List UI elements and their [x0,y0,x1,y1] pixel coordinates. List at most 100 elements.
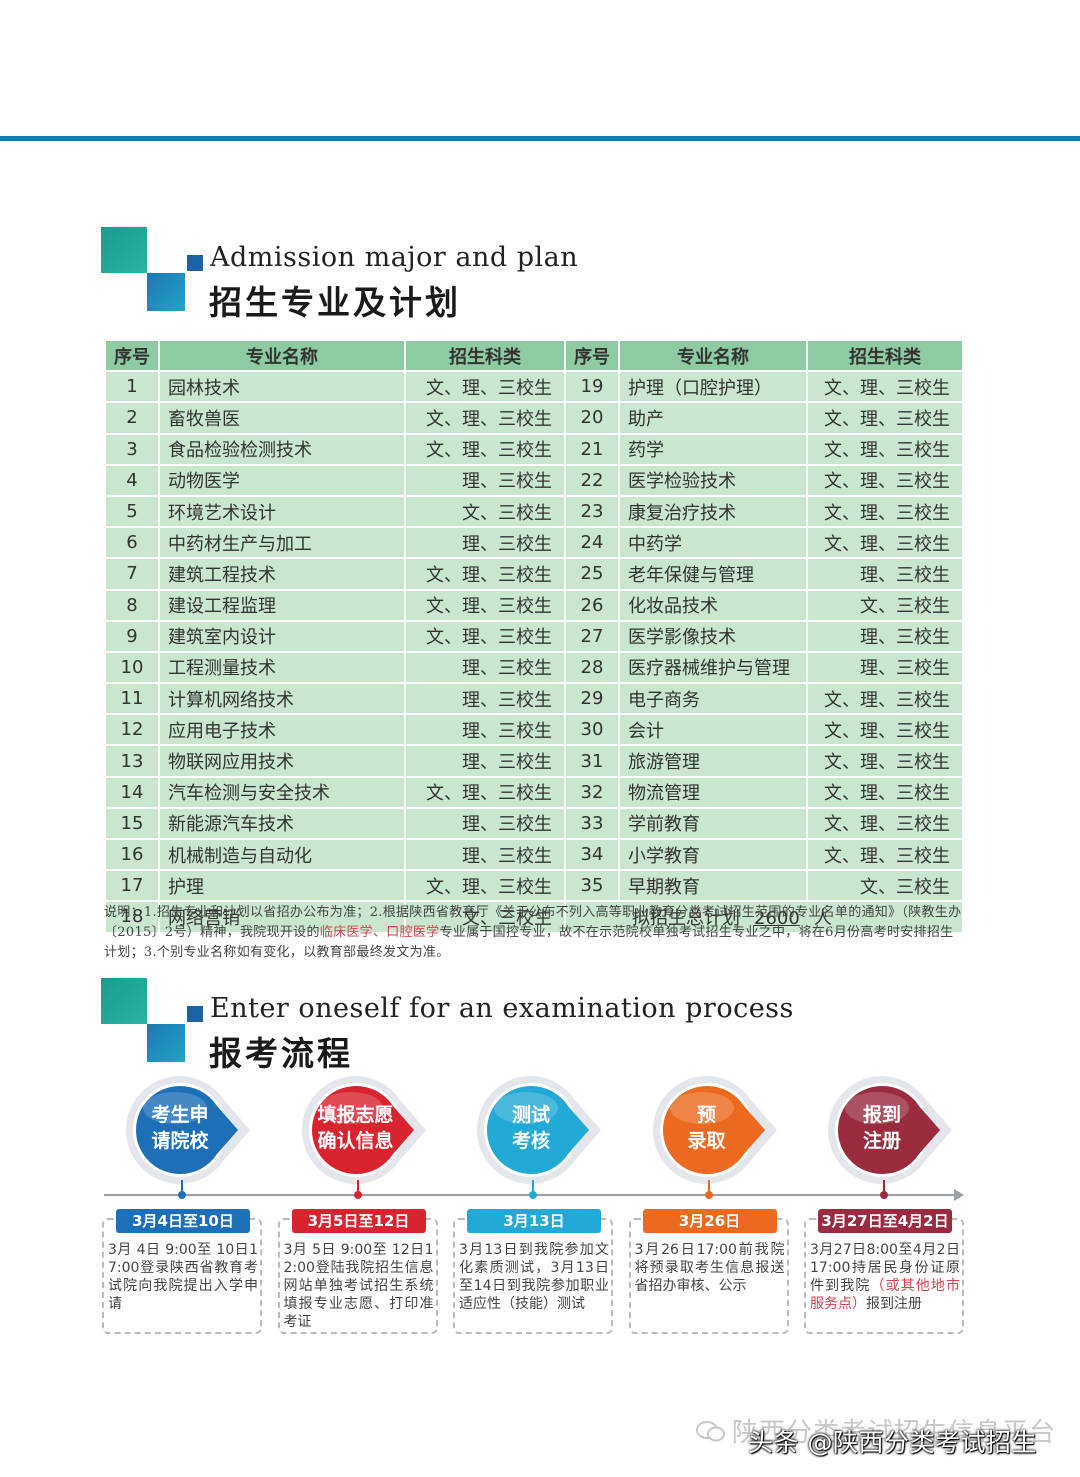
step-badge-1 [126,1076,250,1184]
major-category: 文、理、三校生 [806,837,964,872]
row-number: 1 [104,370,160,404]
row-number: 16 [104,837,160,872]
step-title: 考生申 请院校 [120,1102,240,1154]
table-row: 12 应用电子技术 理、三校生 30 会计 文、理、三校生 [104,713,964,747]
note-highlight: 临床医学、口腔医学 [319,925,440,940]
row-number: 32 [564,775,620,809]
step-description: 3月13日到我院参加文化素质测试，3月13日至14日到我院参加职业适应性（技能）… [459,1241,609,1313]
header-category: 招生科类 [806,338,964,373]
step-badge-3 [477,1076,601,1184]
major-category: 文、理、三校生 [404,370,566,404]
header-name: 专业名称 [158,338,406,373]
step-badge-4 [652,1076,777,1184]
major-name: 早期教育 [618,869,808,903]
row-number: 13 [104,744,160,778]
major-category: 理、三校生 [404,526,566,560]
major-name: 医学影像技术 [618,619,808,653]
step-badge-5 [828,1076,952,1184]
step-text: 报到注册 [866,1296,922,1312]
table-row: 11 计算机网络技术 理、三校生 29 电子商务 文、理、三校生 [104,682,964,716]
table-row: 5 环境艺术设计 文、三校生 23 康复治疗技术 文、理、三校生 [104,494,964,529]
section-title-cn: 报考流程 [209,1034,353,1073]
row-number: 29 [564,682,620,716]
section-deco-icon [101,227,203,311]
major-category: 文、三校生 [404,494,566,529]
step-title: 预录取 [647,1102,767,1154]
step-title: 报到 注册 [822,1102,942,1154]
table-row: 9 建筑室内设计 文、理、三校生 27 医学影像技术 理、三校生 [104,619,964,653]
major-name: 食品检验检测技术 [158,432,406,466]
table-row: 10 工程测量技术 理、三校生 28 医疗器械维护与管理 理、三校生 [104,650,964,685]
row-number: 20 [564,401,620,435]
major-category: 文、三校生 [806,588,964,622]
step-connector [532,1180,534,1194]
major-category: 文、理、三校生 [806,806,964,841]
major-category: 理、三校生 [404,682,566,716]
major-name: 环境艺术设计 [158,494,406,529]
row-number: 33 [564,806,620,841]
step-description: 3月27日8:00至4月2日17:00持居民身份证原件到我院（或其他地市服务点）… [810,1241,960,1313]
total-unit: 人 [813,907,832,929]
major-name: 旅游管理 [618,744,808,778]
major-name: 中药材生产与加工 [158,526,406,560]
majors-table: 序号 专业名称 招生科类 序号 专业名称 招生科类 1 园林技术 文、理、三校生 19… [104,338,964,934]
section-title-en: Admission major and plan [210,242,579,273]
timeline-arrow-icon [954,1189,964,1201]
row-number: 31 [564,744,620,778]
major-category: 文、三校生 [806,869,964,903]
major-name: 物联网应用技术 [158,744,406,778]
major-name: 学前教育 [618,806,808,841]
major-name: 工程测量技术 [158,650,406,685]
header-no: 序号 [104,338,160,373]
row-number: 19 [564,370,620,404]
row-number: 4 [104,463,160,497]
major-name: 动物医学 [158,463,406,497]
note-text: 说明：1.招生专业和计划以省招办公布为准；2.根据陕西省教育厅《关于公布不列入高… [104,905,962,940]
step-text: 3月26日17:00前我院将预录取考生信息报送省招办审核、公示 [634,1242,785,1294]
table-row: 16 机械制造与自动化 理、三校生 34 小学教育 文、理、三校生 [104,837,964,872]
major-category: 文、理、三校生 [404,619,566,653]
timeline-dot [704,1191,713,1199]
major-name: 中药学 [618,526,808,560]
step-date: 3月13日 [467,1209,601,1233]
table-row: 14 汽车检测与安全技术 文、理、三校生 32 物流管理 文、理、三校生 [104,775,964,809]
major-category: 文、理、三校生 [404,869,566,903]
table-row: 7 建筑工程技术 文、理、三校生 25 老年保健与管理 理、三校生 [104,557,964,591]
section-deco-icon [101,978,203,1062]
major-name: 护理（口腔护理） [618,370,808,404]
header-category: 招生科类 [404,338,566,373]
table-header-row: 序号 专业名称 招生科类 序号 专业名称 招生科类 [104,338,964,373]
step-description: 3月26日17:00前我院将预录取考生信息报送省招办审核、公示 [635,1241,785,1295]
step-title-line: 确认信息 [317,1130,394,1152]
major-category: 文、理、三校生 [404,775,566,809]
row-number: 18 [104,900,160,934]
table-row: 13 物联网应用技术 理、三校生 31 旅游管理 文、理、三校生 [104,744,964,778]
major-category: 文、三校生 [404,900,566,934]
row-number: 28 [564,650,620,685]
major-category: 文、理、三校生 [404,432,566,466]
major-name: 园林技术 [158,370,406,404]
row-number: 9 [104,619,160,653]
note-text: 专业属于国控专业，故不在示范院校单独考试招生专业之中，将在6月份高考时安排招生计… [104,925,954,960]
table-row: 2 畜牧兽医 文、理、三校生 20 助产 文、理、三校生 [104,401,964,435]
major-category: 文、理、三校生 [806,744,964,778]
row-number: 7 [104,557,160,591]
major-category: 文、理、三校生 [806,370,964,404]
major-category: 文、理、三校生 [806,682,964,716]
table-row: 8 建设工程监理 文、理、三校生 26 化妆品技术 文、三校生 [104,588,964,622]
major-category: 理、三校生 [404,837,566,872]
step-description: 3月 5日 9:00至 12日12:00登陆我院招生信息网站单独考试招生系统填报… [284,1241,434,1331]
step-connector [181,1180,183,1194]
step-text: 3月13日到我院参加文化素质测试，3月13日至14日到我院参加职业适应性（技能）… [459,1242,609,1312]
step-connector [356,1180,359,1194]
major-name: 建筑室内设计 [158,619,406,653]
major-name: 医学检验技术 [618,463,808,497]
table-row: 3 食品检验检测技术 文、理、三校生 21 药学 文、理、三校生 [104,432,964,466]
major-name: 医疗器械维护与管理 [618,650,808,685]
row-number: 10 [104,650,160,685]
major-category: 理、三校生 [404,463,566,497]
major-category: 理、三校生 [806,619,964,653]
step-title-line: 测试 [511,1104,550,1126]
major-category: 理、三校生 [404,713,566,747]
major-name: 电子商务 [618,682,808,716]
